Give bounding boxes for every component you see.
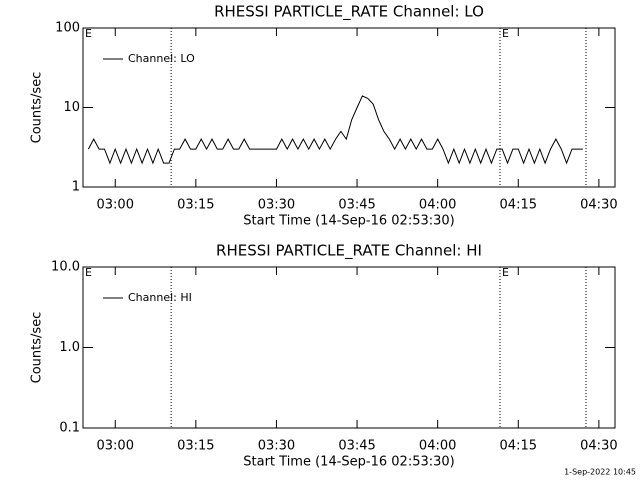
footer: 1-Sep-2022 10:45 bbox=[564, 468, 636, 477]
plot-frame bbox=[82, 27, 616, 188]
y-tick-label: 1.0 bbox=[59, 340, 80, 355]
x-tick-label: 03:00 bbox=[97, 198, 134, 213]
x-tick-label: 04:30 bbox=[580, 439, 617, 454]
x-axis-label: Start Time (14-Sep-16 02:53:30) bbox=[243, 455, 454, 470]
x-tick-label: 03:45 bbox=[338, 198, 375, 213]
plot-frame bbox=[82, 266, 616, 429]
legend-label: Channel: HI bbox=[128, 291, 192, 304]
x-tick-label: 04:00 bbox=[419, 198, 456, 213]
x-tick-label: 03:15 bbox=[177, 439, 214, 454]
chart-title: RHESSI PARTICLE_RATE Channel: HI bbox=[216, 242, 482, 261]
annotation: E bbox=[502, 27, 509, 40]
x-tick-label: 03:30 bbox=[258, 198, 295, 213]
x-tick-label: 04:15 bbox=[500, 198, 537, 213]
x-tick-label: 04:15 bbox=[500, 439, 537, 454]
x-tick-label: 03:30 bbox=[258, 439, 295, 454]
x-tick-label: 03:15 bbox=[177, 198, 214, 213]
y-tick-label: 0.1 bbox=[59, 421, 80, 436]
y-axis-label: Counts/sec bbox=[30, 312, 45, 384]
x-axis-label: Start Time (14-Sep-16 02:53:30) bbox=[243, 214, 454, 229]
chart-title: RHESSI PARTICLE_RATE Channel: LO bbox=[214, 3, 484, 22]
y-axis-label: Counts/sec bbox=[30, 72, 45, 144]
annotation: E bbox=[85, 266, 92, 279]
annotation: E bbox=[502, 266, 509, 279]
x-tick-label: 03:00 bbox=[97, 439, 134, 454]
data-line bbox=[87, 95, 583, 165]
y-tick-label: 10 bbox=[63, 100, 80, 115]
y-tick-label: 1 bbox=[72, 180, 80, 195]
x-tick-label: 04:30 bbox=[580, 198, 617, 213]
annotation: E bbox=[85, 27, 92, 40]
x-tick-label: 03:45 bbox=[338, 439, 375, 454]
y-tick-label: 10.0 bbox=[51, 260, 80, 275]
x-tick-label: 04:00 bbox=[419, 439, 456, 454]
legend-label: Channel: LO bbox=[128, 52, 195, 65]
y-tick-label: 100 bbox=[55, 21, 80, 36]
